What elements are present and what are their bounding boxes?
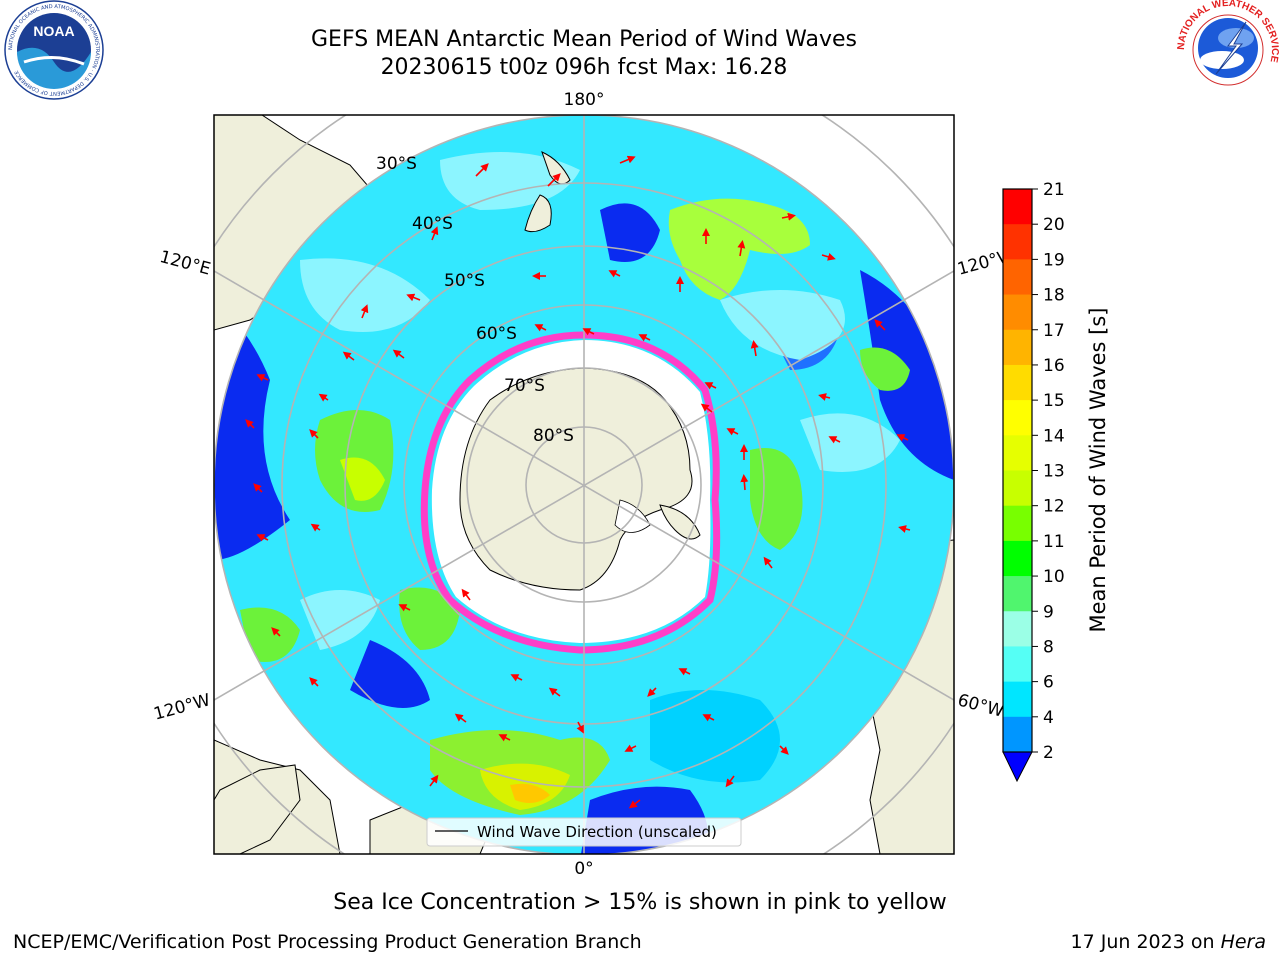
colorbar-tick-label: 12 bbox=[1043, 497, 1065, 517]
colorbar-tick-label: 2 bbox=[1043, 743, 1054, 763]
madagascar-landmass bbox=[214, 764, 301, 854]
colorbar-tick-label: 13 bbox=[1043, 462, 1065, 482]
colorbar-segment bbox=[1003, 400, 1032, 436]
colorbar-segment bbox=[1003, 611, 1032, 647]
wind-wave-arrows bbox=[245, 155, 911, 809]
colorbar-segment bbox=[1003, 646, 1032, 683]
colorbar-segment bbox=[1003, 576, 1032, 612]
lat-label-40s: 40°S bbox=[412, 214, 453, 234]
lon-label-60e: 120°W bbox=[152, 690, 213, 724]
colorbar-segment bbox=[1003, 681, 1032, 718]
colorbar-tick-label: 6 bbox=[1043, 673, 1054, 693]
sea-ice-edge bbox=[420, 331, 721, 654]
colorbar-segment bbox=[1003, 364, 1032, 401]
nws-logo: NATIONAL WEATHER SERVICE bbox=[1176, 0, 1280, 99]
colorbar-tick-label: 8 bbox=[1043, 637, 1054, 657]
colorbar-segment bbox=[1003, 189, 1032, 225]
colorbar-tick-label: 9 bbox=[1043, 602, 1054, 622]
colorbar-segment bbox=[1003, 329, 1032, 366]
lon-label-0: 0° bbox=[574, 859, 593, 879]
chart-title: GEFS MEAN Antarctic Mean Period of Wind … bbox=[311, 27, 857, 52]
colorbar-tick-label: 11 bbox=[1043, 532, 1065, 552]
colorbar-segment bbox=[1003, 294, 1032, 331]
lat-label-80s: 80°S bbox=[533, 426, 574, 446]
colorbar-tick-label: 17 bbox=[1043, 321, 1065, 341]
colorbar-tick-label: 20 bbox=[1043, 215, 1065, 235]
lon-label-120e: 120°E bbox=[157, 247, 212, 280]
colorbar-tick-label: 21 bbox=[1043, 180, 1065, 200]
colorbar-segment bbox=[1003, 435, 1032, 471]
colorbar-segment bbox=[1003, 224, 1032, 260]
footer-host: Hera bbox=[1220, 931, 1266, 953]
lat-label-60s: 60°S bbox=[476, 324, 517, 344]
colorbar-tick-label: 14 bbox=[1043, 426, 1065, 446]
lat-label-30s: 30°S bbox=[376, 154, 417, 174]
chart-subtitle: 20230615 t00z 096h fcst Max: 16.28 bbox=[380, 55, 788, 80]
colorbar-extend-arrow bbox=[1002, 751, 1033, 783]
colorbar-tick-label: 4 bbox=[1043, 708, 1054, 728]
colorbar-segment bbox=[1003, 540, 1032, 577]
lat-label-70s: 70°S bbox=[504, 376, 545, 396]
colorbar-tick-label: 16 bbox=[1043, 356, 1065, 376]
colorbar-segment bbox=[1003, 716, 1032, 753]
noaa-logo: NOAA NATIONAL OCEANIC AND ATMOSPHERIC AD… bbox=[4, 0, 104, 100]
lon-label-180: 180° bbox=[564, 90, 605, 110]
lat-labels: 30°S 40°S 50°S 60°S 70°S 80°S bbox=[376, 154, 574, 446]
colorbar-tick-label: 18 bbox=[1043, 286, 1065, 306]
footer-org: NCEP/EMC/Verification Post Processing Pr… bbox=[13, 931, 642, 953]
colorbar-tick-label: 15 bbox=[1043, 391, 1065, 411]
colorbar-tick-label: 19 bbox=[1043, 250, 1065, 270]
colorbar-label: Mean Period of Wind Waves [s] bbox=[1086, 308, 1110, 633]
map-frame bbox=[213, 114, 955, 855]
sea-ice-caption: Sea Ice Concentration > 15% is shown in … bbox=[333, 890, 947, 915]
colorbar: Mean Period of Wind Waves [s] 21 20 19 18 17… bbox=[1002, 180, 1110, 783]
map-legend: Wind Wave Direction (unscaled) bbox=[426, 817, 742, 847]
antarctica-landmass bbox=[459, 367, 693, 591]
colorbar-segment bbox=[1003, 505, 1032, 542]
graticule bbox=[214, 115, 954, 854]
map-legend-label: Wind Wave Direction (unscaled) bbox=[477, 823, 717, 841]
colorbar-segment bbox=[1003, 470, 1032, 507]
colorbar-tick-label: 10 bbox=[1043, 567, 1065, 587]
colorbar-segment bbox=[1003, 259, 1032, 296]
footer-date: 17 Jun 2023 on Hera bbox=[1070, 931, 1266, 953]
lon-label-60w: 60°W bbox=[955, 690, 1006, 722]
noaa-logo-text: NOAA bbox=[33, 23, 74, 39]
lat-label-50s: 50°S bbox=[444, 271, 485, 291]
